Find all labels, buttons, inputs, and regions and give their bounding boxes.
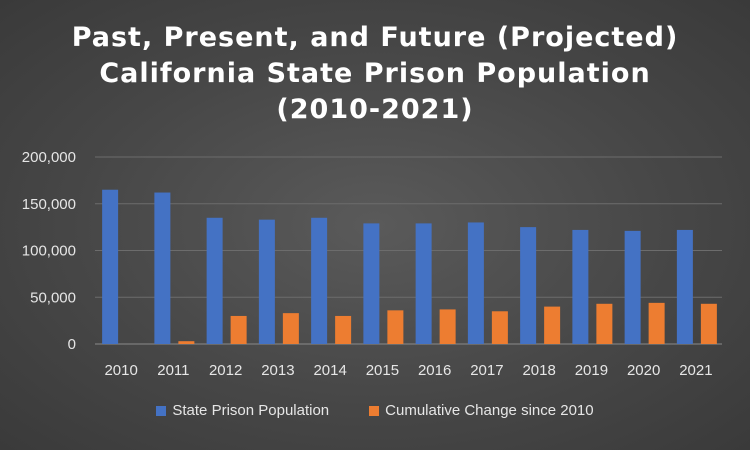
x-tick-label: 2020 (627, 362, 660, 379)
bar-population (520, 227, 537, 344)
bar-cumulative-change (544, 306, 561, 344)
legend-label-population: State Prison Population (172, 402, 330, 419)
y-tick-label: 200,000 (22, 149, 76, 166)
y-tick-label: 100,000 (22, 243, 76, 260)
bar-cumulative-change (596, 303, 613, 344)
chart-title-line-2: California State Prison Population (99, 58, 651, 89)
bar-cumulative-change (335, 315, 352, 344)
bars (102, 189, 717, 344)
x-tick-label: 2019 (575, 362, 608, 379)
x-tick-label: 2017 (470, 362, 503, 379)
bar-population (676, 229, 693, 344)
bar-population (624, 230, 641, 344)
x-tick-label: 2012 (209, 362, 242, 379)
x-tick-label: 2021 (679, 362, 712, 379)
bar-cumulative-change (387, 310, 404, 344)
bar-cumulative-change (648, 302, 665, 344)
x-tick-label: 2015 (366, 362, 399, 379)
legend-swatch-population (156, 405, 167, 416)
legend-item-change: Cumulative Change since 2010 (369, 402, 594, 419)
bar-population (206, 217, 223, 344)
chart-title-line-1: Past, Present, and Future (Projected) (71, 22, 679, 53)
bar-cumulative-change (282, 313, 299, 344)
x-axis-ticks: 2010 2011 2012 2013 2014 2015 2016 2017 2018 2019… (104, 362, 712, 379)
bar-cumulative-change (700, 303, 717, 344)
legend-swatch-change (369, 405, 380, 416)
bar-cumulative-change (230, 315, 247, 344)
chart-title: Past, Present, and Future (Projected) Ca… (0, 20, 750, 128)
bar-population (572, 229, 589, 344)
chart-title-line-3: (2010-2021) (276, 94, 474, 125)
bar-population (154, 192, 171, 344)
y-axis-ticks: 0 50,000 100,000 150,000 200,000 (22, 149, 76, 353)
legend-label-change: Cumulative Change since 2010 (385, 402, 594, 419)
y-tick-label: 50,000 (30, 289, 76, 306)
y-tick-label: 150,000 (22, 196, 76, 213)
bar-population (311, 217, 328, 344)
bar-cumulative-change (439, 309, 456, 344)
bar-population (415, 223, 432, 344)
gridlines (95, 156, 722, 345)
x-tick-label: 2014 (313, 362, 346, 379)
bar-cumulative-change (178, 341, 195, 344)
bar-population (102, 189, 119, 344)
y-tick-label: 0 (68, 336, 76, 353)
x-tick-label: 2010 (104, 362, 137, 379)
x-tick-label: 2013 (261, 362, 294, 379)
bar-population (467, 222, 484, 344)
x-tick-label: 2016 (418, 362, 451, 379)
bar-population (258, 219, 275, 344)
legend-item-population: State Prison Population (156, 402, 329, 419)
x-tick-label: 2011 (157, 362, 189, 379)
bar-population (363, 223, 380, 344)
bar-cumulative-change (491, 311, 508, 344)
legend: State Prison Population Cumulative Chang… (0, 402, 750, 419)
x-tick-label: 2018 (522, 362, 555, 379)
